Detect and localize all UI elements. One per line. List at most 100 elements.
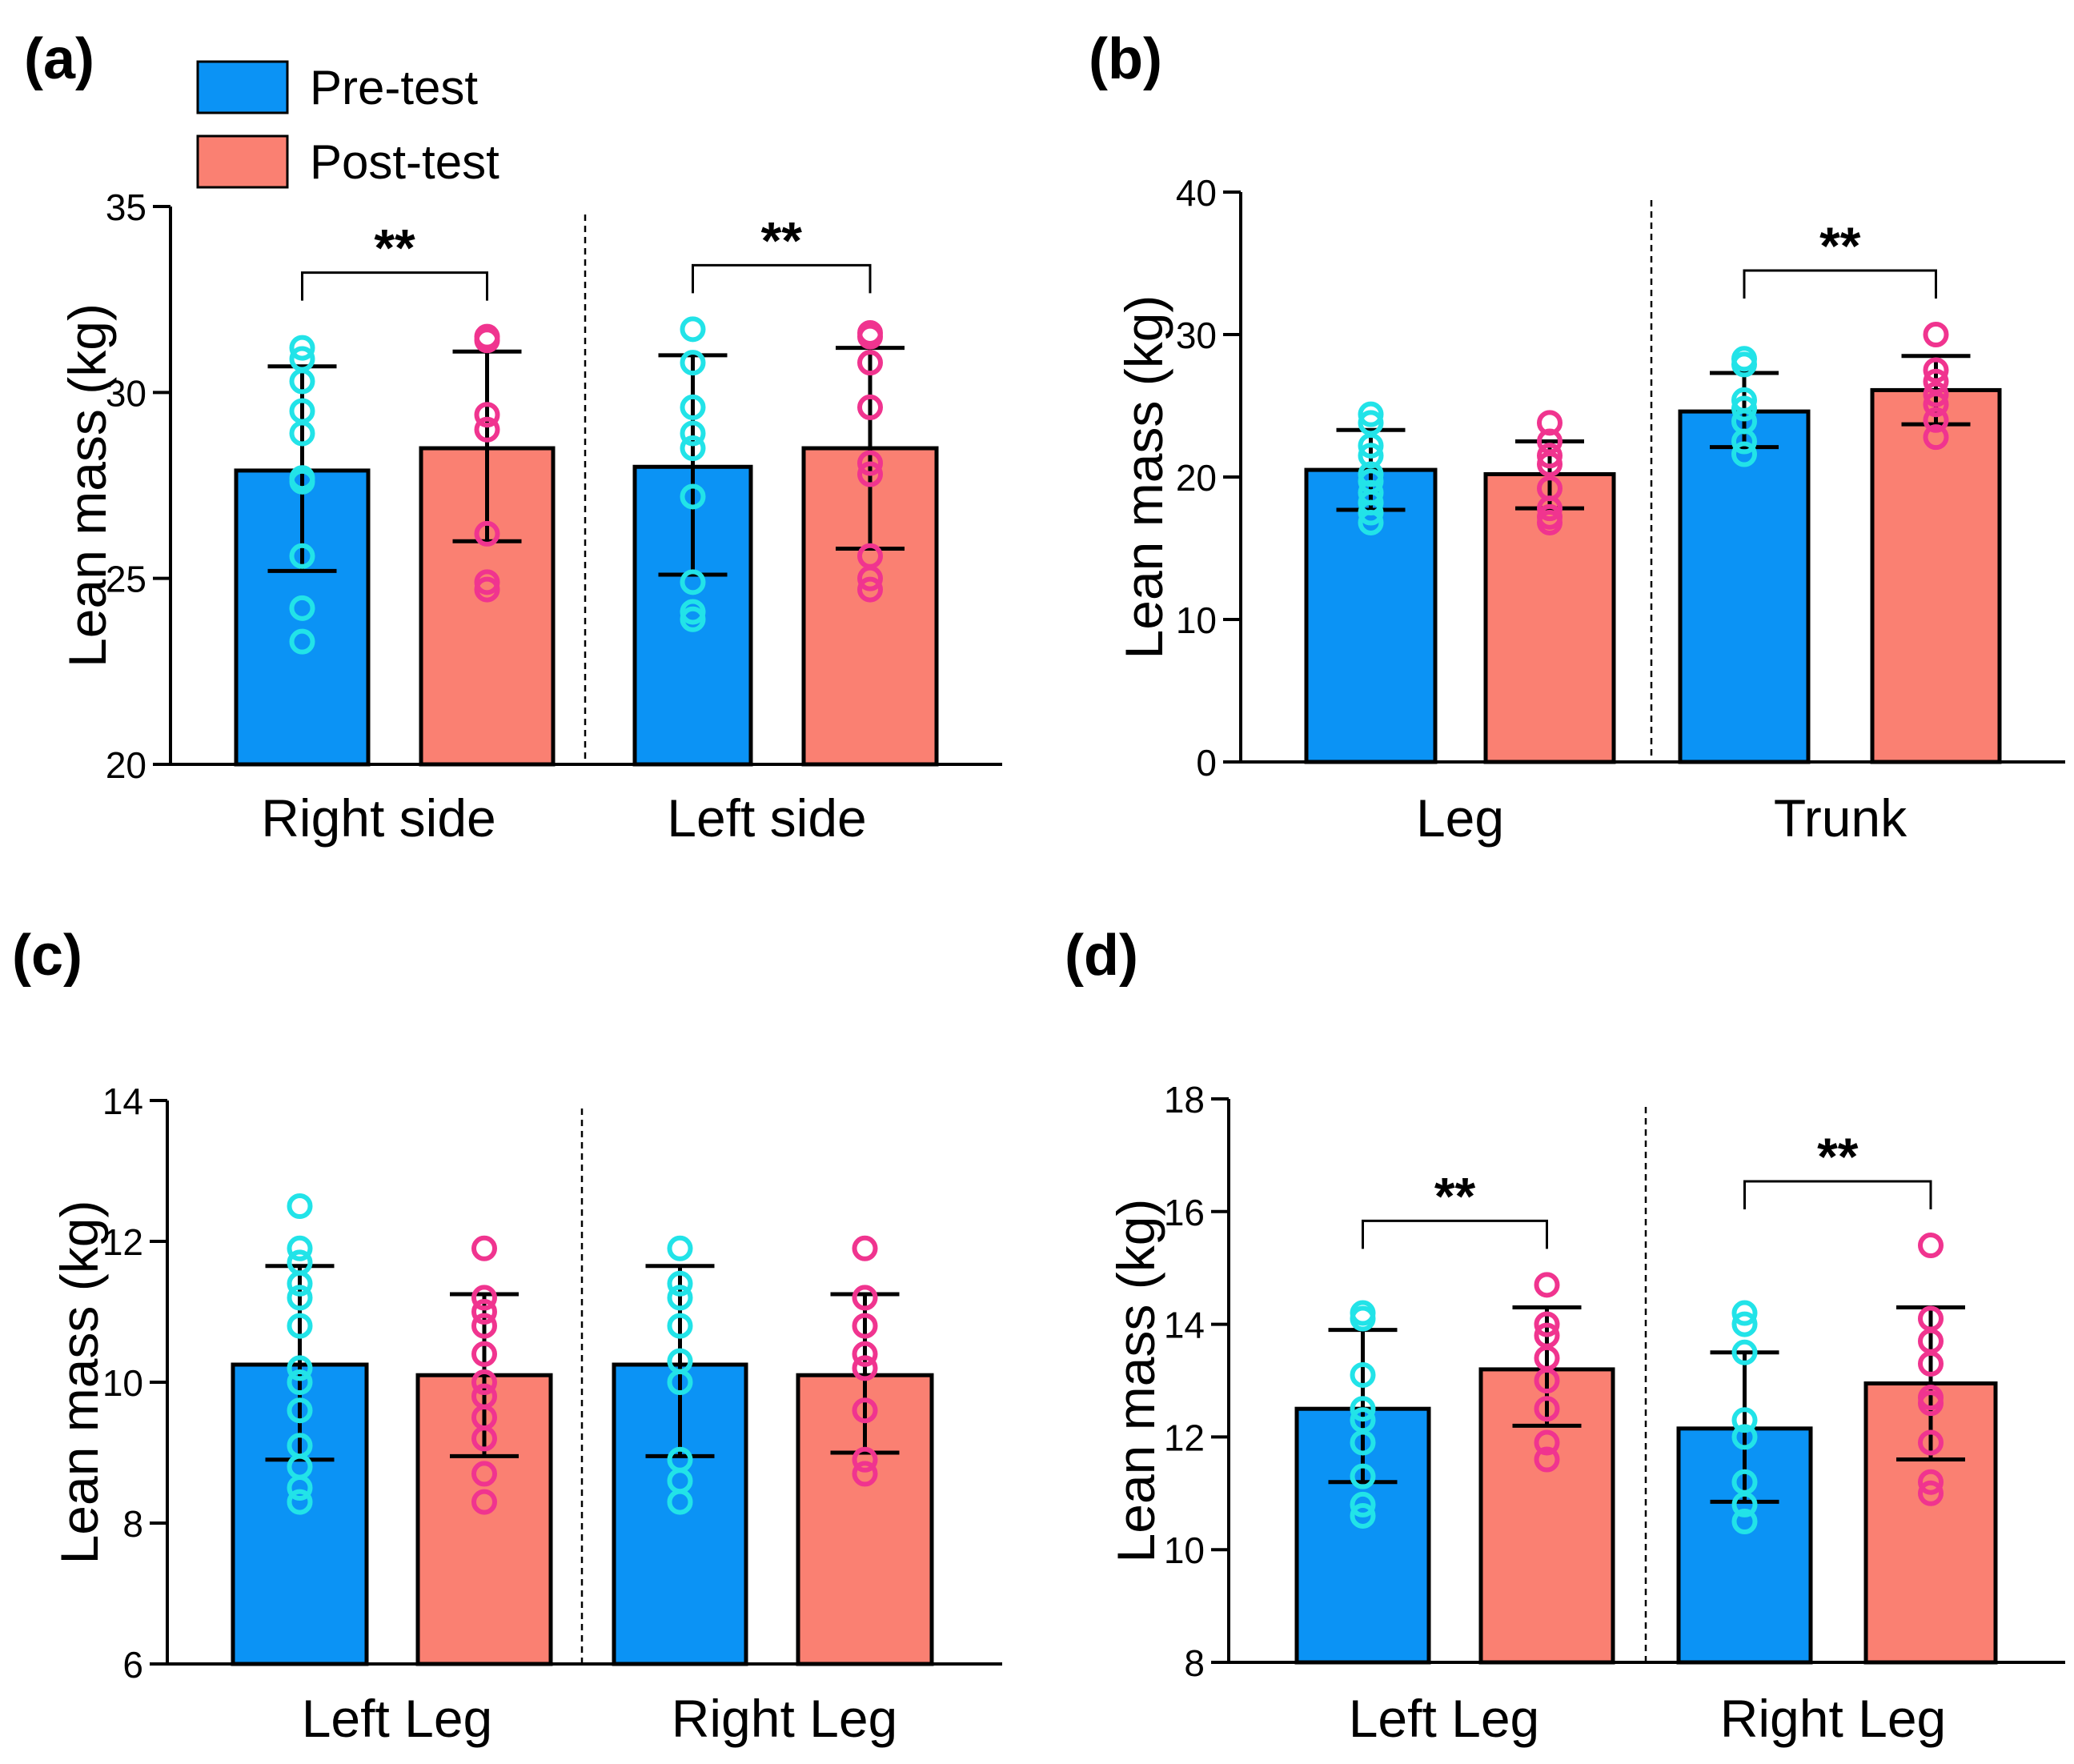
- data-point: [289, 468, 315, 495]
- data-point: [1918, 1390, 1944, 1417]
- data-point: [1350, 1305, 1376, 1332]
- y-tick-label: 30: [1176, 315, 1217, 356]
- data-point: [1731, 1407, 1758, 1433]
- data-point: [1350, 1361, 1376, 1388]
- data-point: [289, 543, 315, 569]
- y-tick-label: 16: [1164, 1192, 1205, 1233]
- data-point: [680, 606, 706, 632]
- y-tick-label: 12: [1164, 1417, 1205, 1458]
- data-point: [1537, 451, 1563, 477]
- data-point: [857, 350, 883, 376]
- data-point: [289, 628, 315, 655]
- data-point: [1350, 1396, 1376, 1422]
- data-point: [1731, 1491, 1758, 1517]
- data-point: [857, 450, 883, 476]
- y-tick-label: 20: [106, 744, 146, 786]
- data-point: [680, 350, 706, 376]
- data-point: [1358, 401, 1384, 427]
- data-point: [1358, 509, 1384, 535]
- data-point: [1537, 495, 1563, 522]
- data-point: [667, 1235, 693, 1261]
- data-point: [471, 1369, 497, 1395]
- group-label: Left side: [667, 788, 867, 848]
- data-point: [287, 1355, 313, 1381]
- significance-bracket: [1743, 269, 1937, 299]
- data-point: [471, 1235, 497, 1261]
- data-point: [1350, 1491, 1376, 1517]
- data-point: [471, 1285, 497, 1311]
- data-point: [1534, 1429, 1560, 1456]
- legend-swatch-1: [196, 134, 289, 189]
- data-point: [1918, 1233, 1944, 1259]
- y-tick-label: 40: [1176, 172, 1217, 214]
- legend-swatch-0: [196, 60, 289, 114]
- group-label: Trunk: [1774, 788, 1908, 848]
- y-tick-label: 6: [122, 1644, 143, 1686]
- chart-panel-0: (a) Lean mass (kg) ** Right side ** Left side…: [24, 27, 1002, 848]
- data-point: [852, 1235, 878, 1261]
- significance-stars: **: [761, 210, 803, 270]
- group-label: Left Leg: [1349, 1689, 1540, 1748]
- significance-stars: **: [1434, 1166, 1476, 1225]
- data-point: [1350, 1429, 1376, 1456]
- data-point: [852, 1313, 878, 1339]
- data-point: [667, 1369, 693, 1395]
- significance-bracket: [1743, 1180, 1932, 1210]
- data-point: [471, 1461, 497, 1487]
- data-point: [1731, 1424, 1758, 1450]
- data-point: [289, 368, 315, 395]
- data-point: [667, 1489, 693, 1515]
- chart-panel-2: (c) Lean mass (kg) Left Leg Right Leg 6 8 10 12…: [12, 924, 1002, 1748]
- data-point: [1350, 1463, 1376, 1489]
- data-point: [1358, 499, 1384, 526]
- data-point: [857, 323, 883, 350]
- data-point: [1534, 1311, 1560, 1337]
- data-point: [1731, 428, 1757, 455]
- data-point: [1918, 1480, 1944, 1506]
- y-tick-label: 10: [1164, 1529, 1205, 1571]
- data-point: [1534, 1368, 1560, 1393]
- data-point: [857, 461, 883, 487]
- data-point: [287, 1313, 313, 1339]
- data-point: [1537, 443, 1563, 469]
- y-tick-label: 10: [1176, 599, 1217, 641]
- data-point: [287, 1369, 313, 1395]
- y-tick-label: 10: [102, 1362, 143, 1404]
- data-point: [852, 1285, 878, 1311]
- data-point: [471, 1341, 497, 1367]
- y-axis-label: Lean mass (kg): [50, 1201, 109, 1565]
- group-label: Leg: [1416, 788, 1504, 848]
- significance-bracket: [1362, 1219, 1548, 1249]
- data-point: [667, 1313, 693, 1339]
- data-point: [852, 1355, 878, 1381]
- data-point: [1731, 1509, 1758, 1534]
- data-point: [852, 1446, 878, 1473]
- data-point: [289, 335, 315, 361]
- data-point: [680, 569, 706, 595]
- data-point: [857, 565, 883, 591]
- data-point: [680, 316, 706, 343]
- data-point: [1537, 509, 1563, 535]
- data-point: [287, 1270, 313, 1297]
- data-point: [680, 394, 706, 420]
- data-point: [287, 1475, 313, 1501]
- data-point: [471, 1299, 497, 1325]
- y-tick-label: 14: [102, 1080, 143, 1122]
- y-tick-label: 25: [106, 559, 146, 600]
- y-axis-label: Lean mass (kg): [1106, 1199, 1165, 1563]
- data-point: [1923, 391, 1949, 418]
- group-label: Left Leg: [302, 1689, 493, 1748]
- data-point: [1918, 1469, 1944, 1495]
- data-point: [1731, 441, 1757, 467]
- data-point: [471, 1489, 497, 1515]
- data-point: [474, 520, 500, 547]
- legend-label-1: Post-test: [310, 135, 499, 189]
- data-point: [1534, 1446, 1560, 1473]
- y-tick-label: 14: [1164, 1305, 1205, 1346]
- data-point: [1731, 395, 1757, 422]
- y-axis-label: Lean mass (kg): [58, 303, 117, 668]
- data-point: [287, 1285, 313, 1311]
- y-tick-label: 0: [1196, 742, 1217, 784]
- group-label: Right Leg: [672, 1689, 898, 1748]
